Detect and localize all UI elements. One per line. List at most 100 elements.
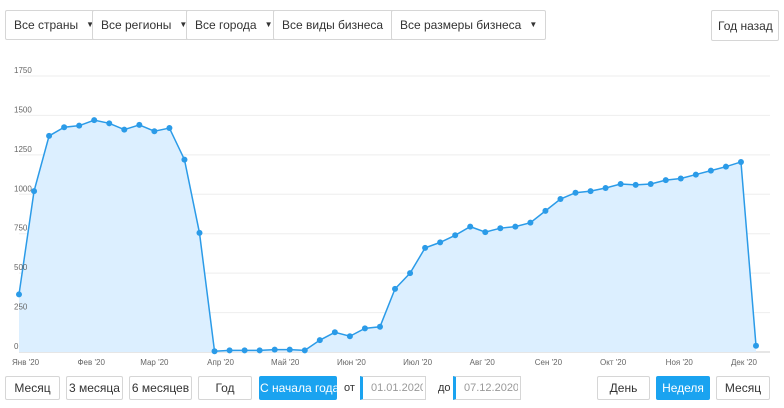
to-date-input[interactable] xyxy=(453,376,521,400)
data-point xyxy=(737,158,744,165)
data-point xyxy=(151,128,158,135)
data-point xyxy=(211,348,218,355)
data-point xyxy=(557,196,564,203)
data-point xyxy=(286,346,293,353)
range-3-months-button[interactable]: 3 месяца xyxy=(66,376,123,400)
x-tick-label: Янв '20 xyxy=(12,358,40,367)
region-filter[interactable]: Все регионы ▼ xyxy=(92,10,197,40)
x-axis-labels: Янв '20 Фев '20 Мар '20 Апр '20 Май '20 Июн '… xyxy=(12,358,758,367)
city-filter[interactable]: Все города ▼ xyxy=(186,10,282,40)
x-tick-label: Мар '20 xyxy=(140,358,169,367)
data-point xyxy=(437,239,444,246)
x-tick-label: Июл '20 xyxy=(403,358,432,367)
data-point xyxy=(392,285,399,292)
y-tick-label: 0 xyxy=(14,342,19,351)
data-point xyxy=(16,291,22,298)
country-filter[interactable]: Все страны ▼ xyxy=(5,10,104,40)
data-point xyxy=(241,347,248,354)
data-point xyxy=(181,156,188,163)
data-point xyxy=(346,333,353,340)
data-point xyxy=(617,181,624,188)
data-point xyxy=(91,117,98,124)
y-tick-label: 500 xyxy=(14,263,28,272)
x-tick-label: Окт '20 xyxy=(600,358,627,367)
series-area-fill xyxy=(19,120,756,352)
x-tick-label: Дек '20 xyxy=(731,358,758,367)
y-tick-label: 1000 xyxy=(14,184,32,193)
x-tick-label: Сен '20 xyxy=(535,358,563,367)
data-point xyxy=(707,167,714,174)
chevron-down-icon: ▼ xyxy=(179,20,188,29)
chevron-down-icon: ▼ xyxy=(264,20,273,29)
year-ago-label: Год назад xyxy=(718,18,773,33)
from-date-input[interactable] xyxy=(360,376,426,400)
data-point xyxy=(136,121,143,128)
range-year-button[interactable]: Год xyxy=(198,376,252,400)
data-point xyxy=(572,189,579,196)
data-point xyxy=(361,325,368,332)
x-tick-label: Май '20 xyxy=(271,358,300,367)
year-ago-button[interactable]: Год назад xyxy=(711,10,779,41)
data-point xyxy=(61,124,68,131)
data-point xyxy=(722,163,729,170)
weekly-chart: 0 250 500 750 1000 1250 1500 1750 Янв '20 Фев '2… xyxy=(12,66,770,367)
y-tick-label: 1750 xyxy=(14,66,32,75)
data-point xyxy=(422,244,429,251)
data-point xyxy=(376,323,383,330)
y-tick-label: 1500 xyxy=(14,105,32,114)
data-point xyxy=(407,270,414,277)
business-type-filter[interactable]: Все виды бизнеса ▼ xyxy=(273,10,409,40)
data-point xyxy=(301,347,308,354)
data-point xyxy=(226,347,233,354)
data-point xyxy=(76,122,83,129)
data-point xyxy=(527,219,534,226)
from-label: от xyxy=(344,382,355,394)
data-point xyxy=(121,126,128,133)
y-tick-label: 750 xyxy=(14,224,28,233)
x-tick-label: Июн '20 xyxy=(337,358,366,367)
data-point xyxy=(662,177,669,184)
country-filter-label: Все страны xyxy=(14,18,79,32)
data-point xyxy=(632,181,639,188)
data-point xyxy=(587,188,594,195)
business-type-filter-label: Все виды бизнеса xyxy=(282,18,384,32)
data-point xyxy=(692,171,699,178)
data-point xyxy=(196,229,203,236)
data-point xyxy=(467,223,474,230)
data-point xyxy=(753,342,759,349)
data-point xyxy=(452,232,459,239)
range-month-button[interactable]: Месяц xyxy=(5,376,60,400)
data-point xyxy=(497,225,504,232)
x-tick-label: Апр '20 xyxy=(207,358,234,367)
data-point xyxy=(647,181,654,188)
y-tick-label: 1250 xyxy=(14,145,32,154)
y-tick-label: 250 xyxy=(14,303,28,312)
data-point xyxy=(106,120,113,127)
chart-points xyxy=(16,117,759,355)
data-point xyxy=(331,329,338,336)
data-point xyxy=(482,229,489,236)
chevron-down-icon: ▼ xyxy=(529,20,538,29)
granularity-day-button[interactable]: День xyxy=(597,376,650,400)
x-tick-label: Ноя '20 xyxy=(666,358,694,367)
y-axis-labels: 0 250 500 750 1000 1250 1500 1750 xyxy=(14,66,32,351)
granularity-month-button[interactable]: Месяц xyxy=(716,376,770,400)
to-label: до xyxy=(438,382,451,394)
business-size-filter[interactable]: Все размеры бизнеса ▼ xyxy=(391,10,547,40)
data-point xyxy=(46,132,53,139)
data-point xyxy=(512,223,519,230)
data-point xyxy=(542,207,549,214)
data-point xyxy=(271,346,278,353)
x-tick-label: Авг '20 xyxy=(470,358,496,367)
data-point xyxy=(677,175,684,182)
range-6-months-button[interactable]: 6 месяцев xyxy=(129,376,192,400)
data-point xyxy=(602,184,609,191)
region-filter-label: Все регионы xyxy=(101,18,172,32)
data-point xyxy=(166,125,173,132)
data-point xyxy=(316,337,323,344)
business-size-filter-label: Все размеры бизнеса xyxy=(400,18,522,32)
chevron-down-icon: ▼ xyxy=(86,20,95,29)
range-ytd-button[interactable]: С начала года xyxy=(259,376,339,400)
granularity-week-button[interactable]: Неделя xyxy=(656,376,710,400)
city-filter-label: Все города xyxy=(195,18,257,32)
